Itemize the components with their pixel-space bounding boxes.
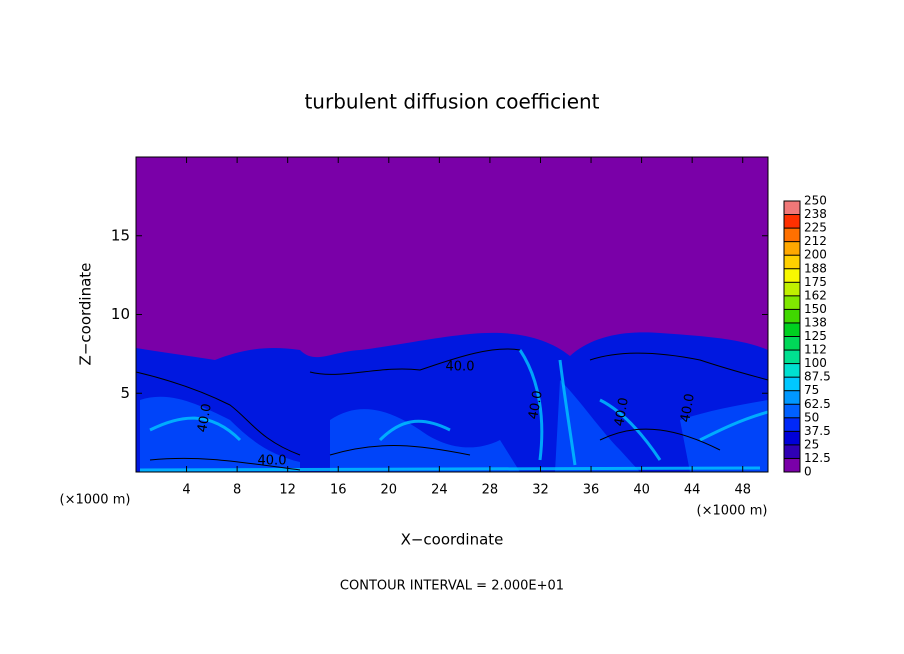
colorbar-label: 25 bbox=[804, 437, 819, 451]
colorbar-segment bbox=[784, 268, 800, 283]
colorbar-label: 188 bbox=[804, 261, 827, 275]
colorbar-segment bbox=[784, 404, 800, 418]
colorbar-segment bbox=[784, 201, 800, 215]
y-tick-label: 5 bbox=[120, 384, 130, 402]
x-tick-label: 16 bbox=[330, 483, 347, 498]
colorbar-segment bbox=[784, 336, 800, 351]
colorbar-segment bbox=[784, 377, 800, 391]
x-tick-label: 44 bbox=[684, 483, 701, 498]
colorbar-label: 112 bbox=[804, 343, 827, 357]
colorbar-label: 150 bbox=[804, 302, 827, 316]
colorbar-segment bbox=[784, 309, 800, 323]
x-unit-label: (×1000 m) bbox=[60, 493, 131, 508]
x-tick-label: 4 bbox=[182, 483, 190, 498]
contour-label: 40.0 bbox=[446, 360, 475, 375]
colorbar-segment bbox=[784, 390, 800, 405]
colorbar-label: 238 bbox=[804, 207, 827, 221]
x-unit-label: (×1000 m) bbox=[697, 504, 768, 519]
x-tick-label: 12 bbox=[279, 483, 296, 498]
y-tick-label: 15 bbox=[111, 226, 130, 244]
x-tick-label: 32 bbox=[532, 483, 549, 498]
colorbar-segment bbox=[784, 431, 800, 445]
contour-label: 40.0 bbox=[612, 396, 632, 427]
y-axis-label: Z−coordinate bbox=[77, 263, 95, 366]
contour-label: 40.0 bbox=[195, 402, 215, 433]
x-tick-label: 24 bbox=[431, 483, 448, 498]
colorbar-label: 250 bbox=[804, 194, 827, 208]
colorbar-label: 62.5 bbox=[804, 397, 831, 411]
x-tick-label: 40 bbox=[633, 483, 650, 498]
colorbar-segment bbox=[784, 458, 800, 472]
chart-title: turbulent diffusion coefficient bbox=[304, 90, 599, 114]
colorbar-label: 175 bbox=[804, 275, 827, 289]
colorbar-segment bbox=[784, 255, 800, 269]
colorbar-segment bbox=[784, 241, 800, 256]
colorbar-label: 100 bbox=[804, 356, 827, 370]
colorbar-label: 37.5 bbox=[804, 424, 831, 438]
colorbar-label: 225 bbox=[804, 221, 827, 235]
colorbar-segment bbox=[784, 214, 800, 229]
colorbar-label: 162 bbox=[804, 288, 827, 302]
field bbox=[136, 157, 768, 472]
contour-label: 40.0 bbox=[526, 389, 546, 420]
x-tick-label: 36 bbox=[583, 483, 600, 498]
x-tick-label: 48 bbox=[734, 483, 751, 498]
colorbar-segment bbox=[784, 282, 800, 296]
colorbar-label: 212 bbox=[804, 234, 827, 248]
colorbar-label: 138 bbox=[804, 315, 827, 329]
colorbar-segment bbox=[784, 417, 800, 432]
colorbar-label: 75 bbox=[804, 383, 819, 397]
colorbar-segment bbox=[784, 228, 800, 242]
colorbar-segment bbox=[784, 350, 800, 364]
x-axis-label: X−coordinate bbox=[401, 531, 504, 549]
footer: CONTOUR INTERVAL = 2.000E+01 bbox=[340, 579, 564, 594]
x-tick-label: 20 bbox=[381, 483, 398, 498]
x-tick-label: 8 bbox=[233, 483, 241, 498]
colorbar-label: 50 bbox=[804, 410, 819, 424]
colorbar-label: 0 bbox=[804, 465, 812, 479]
colorbar-label: 87.5 bbox=[804, 370, 831, 384]
colorbar-segment bbox=[784, 295, 800, 310]
colorbar-segment bbox=[784, 363, 800, 378]
x-tick-label: 28 bbox=[482, 483, 499, 498]
colorbar-segment bbox=[784, 444, 800, 459]
contour-label: 40.0 bbox=[258, 454, 287, 469]
contour-label: 40.0 bbox=[678, 392, 698, 423]
colorbar-label: 200 bbox=[804, 248, 827, 262]
y-tick-label: 10 bbox=[111, 305, 130, 323]
colorbar-label: 125 bbox=[804, 329, 827, 343]
colorbar-segment bbox=[784, 322, 800, 337]
colorbar-label: 12.5 bbox=[804, 451, 831, 465]
